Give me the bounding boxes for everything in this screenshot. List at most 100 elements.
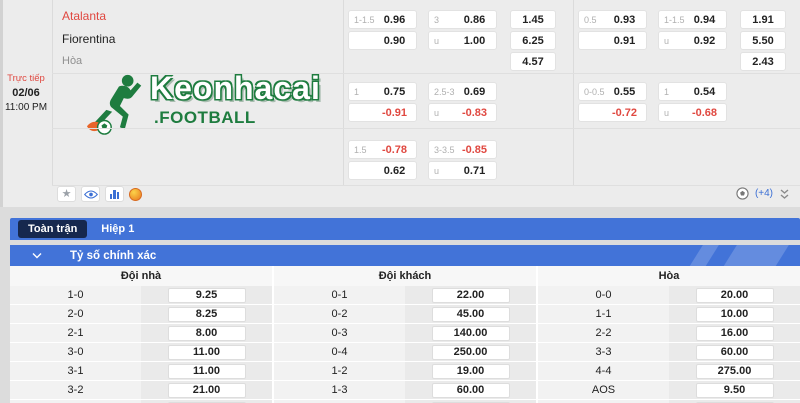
odds-value: 0.55 xyxy=(613,85,636,98)
score-odds-box[interactable]: 19.00 xyxy=(431,363,510,379)
odds-box[interactable]: -0.91 xyxy=(348,103,417,122)
handicap-label: 2.5-3 xyxy=(434,86,455,97)
left-edge-strip xyxy=(0,0,3,207)
odds-box[interactable]: 3-3.5 -0.85 xyxy=(428,140,497,159)
score-label: 0-2 xyxy=(274,305,405,323)
odds-box[interactable]: -0.72 xyxy=(578,103,647,122)
score-odds-box[interactable] xyxy=(695,401,774,403)
score-odds-box[interactable]: 16.00 xyxy=(695,325,774,341)
watch-eye-icon[interactable] xyxy=(81,186,100,202)
score-label xyxy=(10,400,141,403)
tab-first-half[interactable]: Hiệp 1 xyxy=(101,223,135,235)
odds-box[interactable]: 2.43 xyxy=(740,52,786,71)
star-glyph: ★ xyxy=(61,187,72,200)
odds-value: 5.50 xyxy=(752,34,774,47)
odds-box[interactable]: u 0.71 xyxy=(428,161,497,180)
score-label: 2-0 xyxy=(10,305,141,323)
odds-box[interactable]: 1 0.75 xyxy=(348,82,417,101)
score-odds-box[interactable]: 8.25 xyxy=(167,306,246,322)
score-cell-group: 2-1 8.00 xyxy=(10,324,274,342)
correct-score-header[interactable]: Tỷ số chính xác xyxy=(10,245,800,266)
odds-box[interactable]: 6.25 xyxy=(510,31,556,50)
odds-box[interactable]: 4.57 xyxy=(510,52,556,71)
odds-cell xyxy=(405,400,536,403)
score-odds-box[interactable]: 9.25 xyxy=(167,287,246,303)
handicap-label: 1 xyxy=(664,86,670,97)
score-odds-box[interactable]: 10.00 xyxy=(695,306,774,322)
odds-value: 0.69 xyxy=(463,85,486,98)
odds-box[interactable]: 1 0.54 xyxy=(658,82,727,101)
odds-cell: 140.00 xyxy=(405,324,536,342)
odds-box[interactable]: 5.50 xyxy=(740,31,786,50)
odds-value: -0.78 xyxy=(381,143,408,156)
odds-value: 1.00 xyxy=(463,34,486,47)
odds-box[interactable]: u -0.83 xyxy=(428,103,497,122)
odds-box[interactable]: 2.5-3 0.69 xyxy=(428,82,497,101)
score-odds-box[interactable]: 8.00 xyxy=(167,325,246,341)
odds-box[interactable]: 1.45 xyxy=(510,10,556,29)
odds-value: 4.57 xyxy=(522,55,544,68)
score-row: 2-0 8.25 0-2 45.00 1-1 10.00 xyxy=(10,305,800,324)
divider xyxy=(52,73,800,74)
score-odds-box[interactable] xyxy=(167,401,246,403)
stats-chart-icon[interactable] xyxy=(105,186,124,202)
score-cell-group: 2-2 16.00 xyxy=(538,324,800,342)
score-label: 3-3 xyxy=(538,343,669,361)
odds-box[interactable]: u 0.92 xyxy=(658,31,727,50)
one-x-two-odds: 1.91 5.50 2.43 xyxy=(740,10,786,71)
handicap-odds: 0-0.5 0.55 -0.72 xyxy=(578,82,647,122)
odds-box[interactable]: 0.5 0.93 xyxy=(578,10,647,29)
handicap-odds: 0.5 0.93 0.91 xyxy=(578,10,647,50)
score-label: 3-0 xyxy=(10,343,141,361)
expand-chevrons-icon[interactable] xyxy=(779,188,790,200)
score-label xyxy=(538,400,669,403)
odds-cell: 11.00 xyxy=(141,343,272,361)
odds-box[interactable]: 1-1.5 0.96 xyxy=(348,10,417,29)
score-odds-box[interactable]: 22.00 xyxy=(431,287,510,303)
score-odds-box[interactable] xyxy=(431,401,510,403)
score-odds-box[interactable]: 140.00 xyxy=(431,325,510,341)
handicap-label: u xyxy=(434,165,440,176)
odds-value: 0.54 xyxy=(693,85,716,98)
score-odds-box[interactable]: 250.00 xyxy=(431,344,510,360)
favorite-star-icon[interactable]: ★ xyxy=(57,186,76,202)
odds-box[interactable]: 0.62 xyxy=(348,161,417,180)
score-odds-box[interactable]: 60.00 xyxy=(431,382,510,398)
odds-value: 0.75 xyxy=(383,85,406,98)
score-odds-box[interactable]: 11.00 xyxy=(167,363,246,379)
score-label: AOS xyxy=(538,381,669,399)
odds-box[interactable]: u -0.68 xyxy=(658,103,727,122)
odds-box[interactable]: 1.5 -0.78 xyxy=(348,140,417,159)
odds-box[interactable]: 1.91 xyxy=(740,10,786,29)
logo-text: Keonhacai .FOOTBALL xyxy=(150,71,321,128)
odds-box[interactable]: 3 0.86 xyxy=(428,10,497,29)
score-cell-group: 3-0 11.00 xyxy=(10,343,274,361)
score-label: 0-4 xyxy=(274,343,405,361)
score-odds-box[interactable]: 21.00 xyxy=(167,382,246,398)
score-cell-group: 1-2 19.00 xyxy=(274,362,538,380)
score-odds-box[interactable]: 45.00 xyxy=(431,306,510,322)
odds-value: -0.72 xyxy=(611,106,638,119)
odds-value: -0.83 xyxy=(461,106,488,119)
odds-cell: 8.25 xyxy=(141,305,272,323)
tab-full-match[interactable]: Toàn trận xyxy=(18,220,88,238)
odds-box[interactable]: 0.90 xyxy=(348,31,417,50)
more-odds-count[interactable]: (+4) xyxy=(754,188,773,199)
score-odds-box[interactable]: 20.00 xyxy=(695,287,774,303)
score-odds-box[interactable]: 9.50 xyxy=(695,382,774,398)
score-odds-box[interactable]: 11.00 xyxy=(167,344,246,360)
over-under-odds: 1 0.54 u -0.68 xyxy=(658,82,727,122)
score-odds-box[interactable]: 60.00 xyxy=(695,344,774,360)
score-cell-group: 1-0 9.25 xyxy=(10,286,274,304)
score-odds-box[interactable]: 275.00 xyxy=(695,363,774,379)
score-cell-group: AOS 9.50 xyxy=(538,381,800,399)
score-row: 2-1 8.00 0-3 140.00 2-2 16.00 xyxy=(10,324,800,343)
soccer-player-icon xyxy=(86,74,142,135)
handicap-label: 0.5 xyxy=(584,14,597,25)
odds-group-secondary: 0.5 0.93 0.91 1-1.5 0.94 u 0.92 1.91 5.50 2.43 0-0… xyxy=(573,0,800,185)
odds-box[interactable]: 0-0.5 0.55 xyxy=(578,82,647,101)
odds-value: 0.94 xyxy=(693,13,716,26)
odds-box[interactable]: 1-1.5 0.94 xyxy=(658,10,727,29)
odds-box[interactable]: u 1.00 xyxy=(428,31,497,50)
odds-box[interactable]: 0.91 xyxy=(578,31,647,50)
